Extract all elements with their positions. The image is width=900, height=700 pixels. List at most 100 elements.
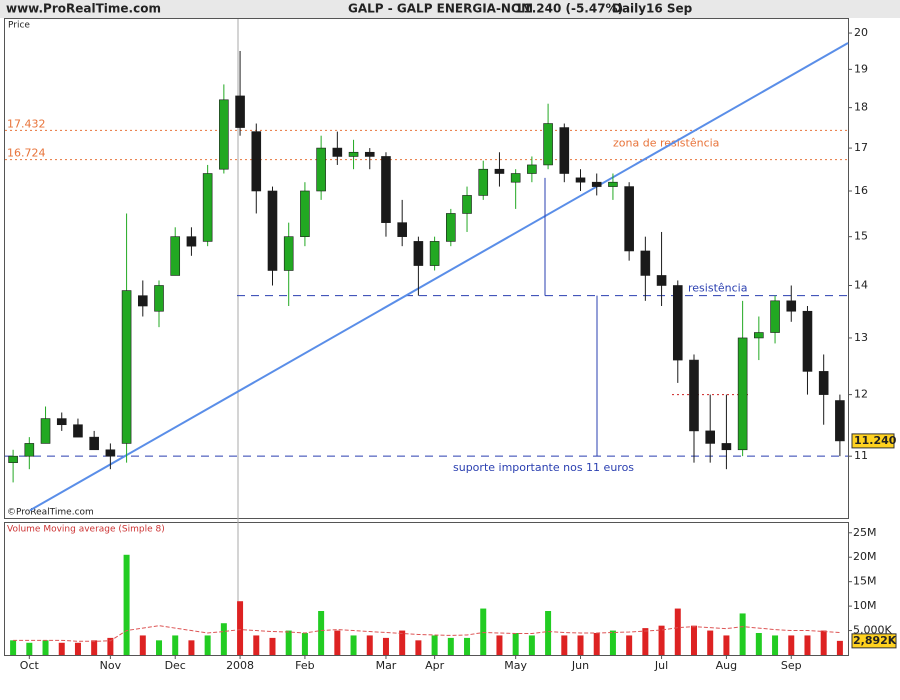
x-tick-label: Dec [165,659,186,672]
candle-body [397,222,407,237]
y-tick-label: 17 [854,141,868,154]
candle-body [251,131,262,192]
volume-bar [237,601,244,655]
candle-body [219,99,229,170]
candle-body [283,236,294,271]
candle-body [89,436,99,451]
candle-body [348,151,359,157]
volume-bar [334,630,341,655]
volume-bar [220,623,227,655]
candle-body [462,195,472,214]
volume-bar [123,554,130,655]
volume-tick-label: 10M [853,599,877,612]
candle-body [364,151,375,157]
volume-bar [399,630,406,655]
volume-bar [658,625,665,655]
volume-bar [318,611,325,655]
level-label: resistência [688,282,747,295]
volume-bar [139,635,146,655]
volume-bar [156,640,163,655]
candle-body [754,332,764,339]
candle-body [332,147,343,157]
last-volume-box [851,633,897,649]
volume-tick-label: 5,000K [853,624,892,637]
site: www.ProRealTime.com [6,2,161,16]
volume-bar [609,630,616,655]
level-label: 17.432 [7,117,46,130]
volume-bar [626,635,633,655]
candle-body [170,236,181,276]
volume-bar [415,640,422,655]
volume-bar [107,637,114,655]
candle-body [446,213,456,242]
price-panel [4,18,849,519]
y-tick-label: 14 [854,278,868,291]
price-label: Price [8,21,30,31]
last-price-box [851,433,895,449]
candle-body [737,337,748,451]
last-volume-label: 2,892K [853,634,897,647]
volume-tick-label: 25M [853,526,877,539]
candle-body [8,455,18,463]
volume-bar [674,608,681,655]
candle-body [543,123,553,166]
x-tick-label: Sep [781,659,802,672]
candle-body [559,127,570,174]
x-tick-label: Oct [20,659,40,672]
volume-bar [755,633,762,655]
volume-bar [739,613,746,655]
volume-bar [350,635,357,655]
volume-bar [772,635,779,655]
volume-bar [723,635,730,655]
volume-bar [642,628,649,655]
level-label: suporte importante nos 11 euros [453,461,634,474]
candle-body [300,190,310,237]
x-tick-label: 2008 [226,659,254,672]
volume-bar [836,640,843,655]
candle-body [689,359,699,432]
x-tick-label: May [504,659,527,672]
candle-body [381,156,391,223]
candle-body [721,443,732,451]
candle-body [672,285,683,361]
y-tick-label: 11 [854,449,868,462]
y-tick-label: 15 [854,230,868,243]
candle-body [202,173,213,242]
candle-body [429,241,440,266]
y-tick-label: 12 [854,388,868,401]
candle-body [24,443,35,457]
x-tick-label: Apr [425,659,445,672]
volume-bar [301,633,308,655]
candle-body [591,181,602,187]
volume-bar [172,635,179,655]
volume-title: Volume Moving average (Simple 8) [7,525,165,535]
x-tick-label: Jun [571,659,589,672]
candle-body [640,250,651,276]
x-tick-label: Feb [295,659,314,672]
chart-title: GALP - GALP ENERGIA-NOM [348,2,533,16]
candle-body [770,300,780,333]
volume-bar [464,637,471,655]
volume-bar [480,608,487,655]
date: 16 Sep [646,2,693,16]
candle-body [510,173,521,183]
volume-tick-label: 15M [853,575,877,588]
volume-bar [577,635,584,655]
volume-bar [42,640,49,655]
volume-bar [820,630,827,655]
x-tick-label: Aug [716,659,737,672]
volume-bar [707,630,714,655]
y-tick-label: 20 [854,26,868,39]
y-tick-label: 19 [854,62,868,75]
candle-body [186,236,197,247]
volume-bar [269,637,276,655]
candle-body [267,190,278,271]
volume-bar [804,635,811,655]
volume-bar [10,640,17,655]
trendline [29,42,849,512]
volume-bar [593,633,600,655]
volume-bar [91,640,98,655]
last-price-label: 11.240 [854,434,897,447]
